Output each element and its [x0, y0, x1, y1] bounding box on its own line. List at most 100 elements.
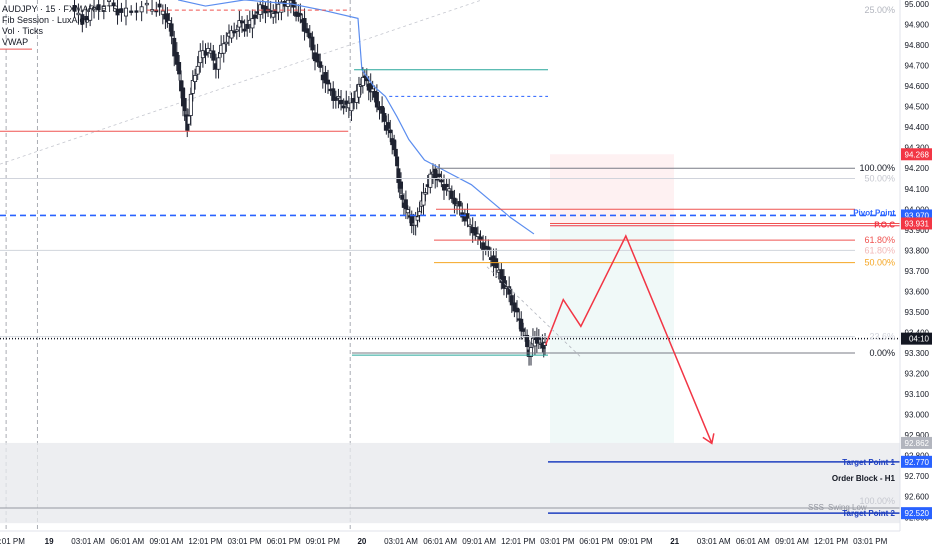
candle[interactable] [333, 90, 338, 109]
candle-body [507, 286, 512, 295]
candle[interactable] [221, 35, 226, 63]
candle[interactable] [271, 4, 276, 24]
candle[interactable] [380, 96, 385, 123]
candle[interactable] [160, 4, 165, 25]
candle[interactable] [501, 269, 506, 296]
price-badge[interactable]: 94.268 [901, 148, 932, 161]
candle[interactable] [211, 44, 216, 70]
candle[interactable] [195, 56, 200, 81]
candle[interactable] [115, 0, 120, 25]
candle[interactable] [96, 0, 101, 20]
price-badge[interactable]: 92.520 [901, 507, 932, 520]
candle[interactable] [193, 68, 198, 90]
candle[interactable] [439, 171, 444, 188]
legend-indicator[interactable]: Fib Session · LuxAlgo [2, 15, 90, 25]
price-badge[interactable]: 92.862 [901, 436, 932, 449]
candle[interactable] [72, 0, 77, 18]
candle[interactable] [305, 22, 310, 37]
candle[interactable] [398, 172, 403, 194]
candle[interactable] [111, 0, 116, 11]
candle[interactable] [119, 2, 124, 22]
candle[interactable] [234, 24, 239, 40]
candle[interactable] [509, 288, 514, 313]
candle[interactable] [239, 15, 244, 33]
candle[interactable] [134, 2, 139, 21]
candle[interactable] [167, 12, 172, 32]
candle[interactable] [157, 0, 162, 16]
candle[interactable] [174, 42, 179, 71]
candle[interactable] [177, 54, 182, 81]
legend-symbol[interactable]: AUDJPY · 15 · FXMARKETS [2, 4, 119, 14]
candle[interactable] [224, 32, 229, 52]
candle[interactable] [216, 51, 221, 79]
candle[interactable] [101, 0, 106, 20]
candle[interactable] [514, 300, 519, 323]
candle[interactable] [499, 262, 504, 290]
candle[interactable] [341, 98, 346, 115]
fib-25-ghost-label: 25.00% [864, 5, 895, 15]
candle[interactable] [302, 8, 307, 41]
candle[interactable] [512, 292, 517, 318]
candle[interactable] [331, 81, 336, 109]
time-tick-label: 03:01 PM [853, 537, 888, 546]
candle[interactable] [403, 190, 408, 220]
candle[interactable] [449, 185, 454, 203]
candle[interactable] [169, 17, 174, 45]
price-badge[interactable]: 93.931 [901, 217, 932, 230]
candle[interactable] [253, 10, 258, 25]
candle[interactable] [190, 70, 195, 102]
price-badge[interactable]: 92.770 [901, 455, 932, 468]
candle-body [119, 8, 124, 13]
candle[interactable] [326, 69, 331, 94]
candle[interactable] [457, 193, 462, 216]
candle[interactable] [80, 9, 85, 33]
candle[interactable] [245, 15, 250, 37]
candle[interactable] [349, 92, 354, 122]
candle[interactable] [242, 19, 247, 37]
candle[interactable] [336, 88, 341, 109]
candle[interactable] [310, 31, 315, 60]
candle[interactable] [475, 226, 480, 245]
candle[interactable] [229, 25, 234, 43]
candle[interactable] [84, 6, 89, 28]
candle[interactable] [428, 169, 433, 194]
candle[interactable] [339, 90, 344, 111]
candle[interactable] [139, 0, 144, 22]
candle[interactable] [462, 208, 467, 226]
candle[interactable] [344, 90, 349, 113]
price-badge[interactable]: 04:10 [901, 332, 932, 345]
candle[interactable] [507, 276, 512, 303]
candle[interactable] [107, 0, 112, 7]
candle[interactable] [76, 3, 81, 25]
candles-layer[interactable] [72, 0, 548, 366]
candle[interactable] [307, 25, 312, 48]
candle[interactable] [529, 341, 534, 366]
candle[interactable] [447, 178, 452, 201]
candle[interactable] [129, 5, 134, 16]
candle[interactable] [468, 218, 473, 236]
legend-vwap[interactable]: VWAP [2, 37, 29, 47]
candle[interactable] [188, 87, 193, 126]
candle[interactable] [92, 0, 97, 19]
candle[interactable] [258, 0, 263, 22]
candle[interactable] [318, 53, 323, 73]
candle[interactable] [279, 0, 284, 21]
candle[interactable] [250, 9, 255, 39]
candle[interactable] [315, 43, 320, 67]
candle[interactable] [232, 22, 237, 37]
time-tick-label: 06:01 AM [423, 537, 457, 546]
candle[interactable] [237, 10, 242, 38]
candle[interactable] [473, 221, 478, 241]
candle[interactable] [444, 178, 449, 196]
candle[interactable] [423, 187, 428, 202]
candle[interactable] [203, 43, 208, 64]
candle[interactable] [268, 0, 273, 19]
candle[interactable] [323, 65, 328, 93]
candle[interactable] [123, 0, 128, 26]
candle[interactable] [88, 3, 93, 27]
legend-volume[interactable]: Vol · Ticks [2, 26, 44, 36]
candle[interactable] [172, 30, 177, 67]
